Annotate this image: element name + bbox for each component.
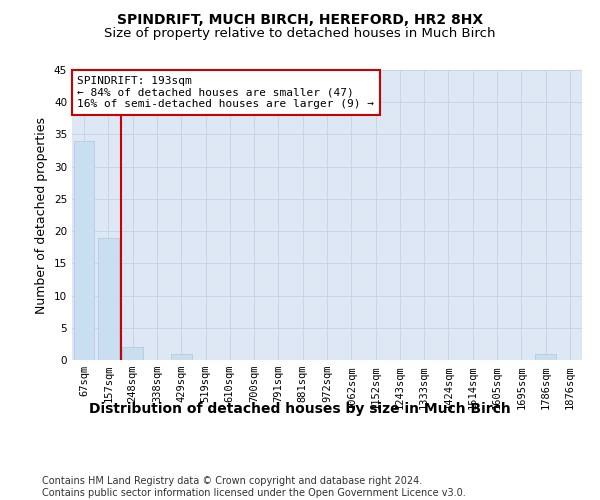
Text: Size of property relative to detached houses in Much Birch: Size of property relative to detached ho… <box>104 28 496 40</box>
Bar <box>535 354 556 360</box>
Text: Contains HM Land Registry data © Crown copyright and database right 2024.
Contai: Contains HM Land Registry data © Crown c… <box>42 476 466 498</box>
Y-axis label: Number of detached properties: Number of detached properties <box>35 116 49 314</box>
Text: Distribution of detached houses by size in Much Birch: Distribution of detached houses by size … <box>89 402 511 416</box>
Text: SPINDRIFT: 193sqm
← 84% of detached houses are smaller (47)
16% of semi-detached: SPINDRIFT: 193sqm ← 84% of detached hous… <box>77 76 374 109</box>
Bar <box>98 238 119 360</box>
Bar <box>171 354 191 360</box>
Bar <box>122 347 143 360</box>
Text: SPINDRIFT, MUCH BIRCH, HEREFORD, HR2 8HX: SPINDRIFT, MUCH BIRCH, HEREFORD, HR2 8HX <box>117 12 483 26</box>
Bar <box>74 141 94 360</box>
